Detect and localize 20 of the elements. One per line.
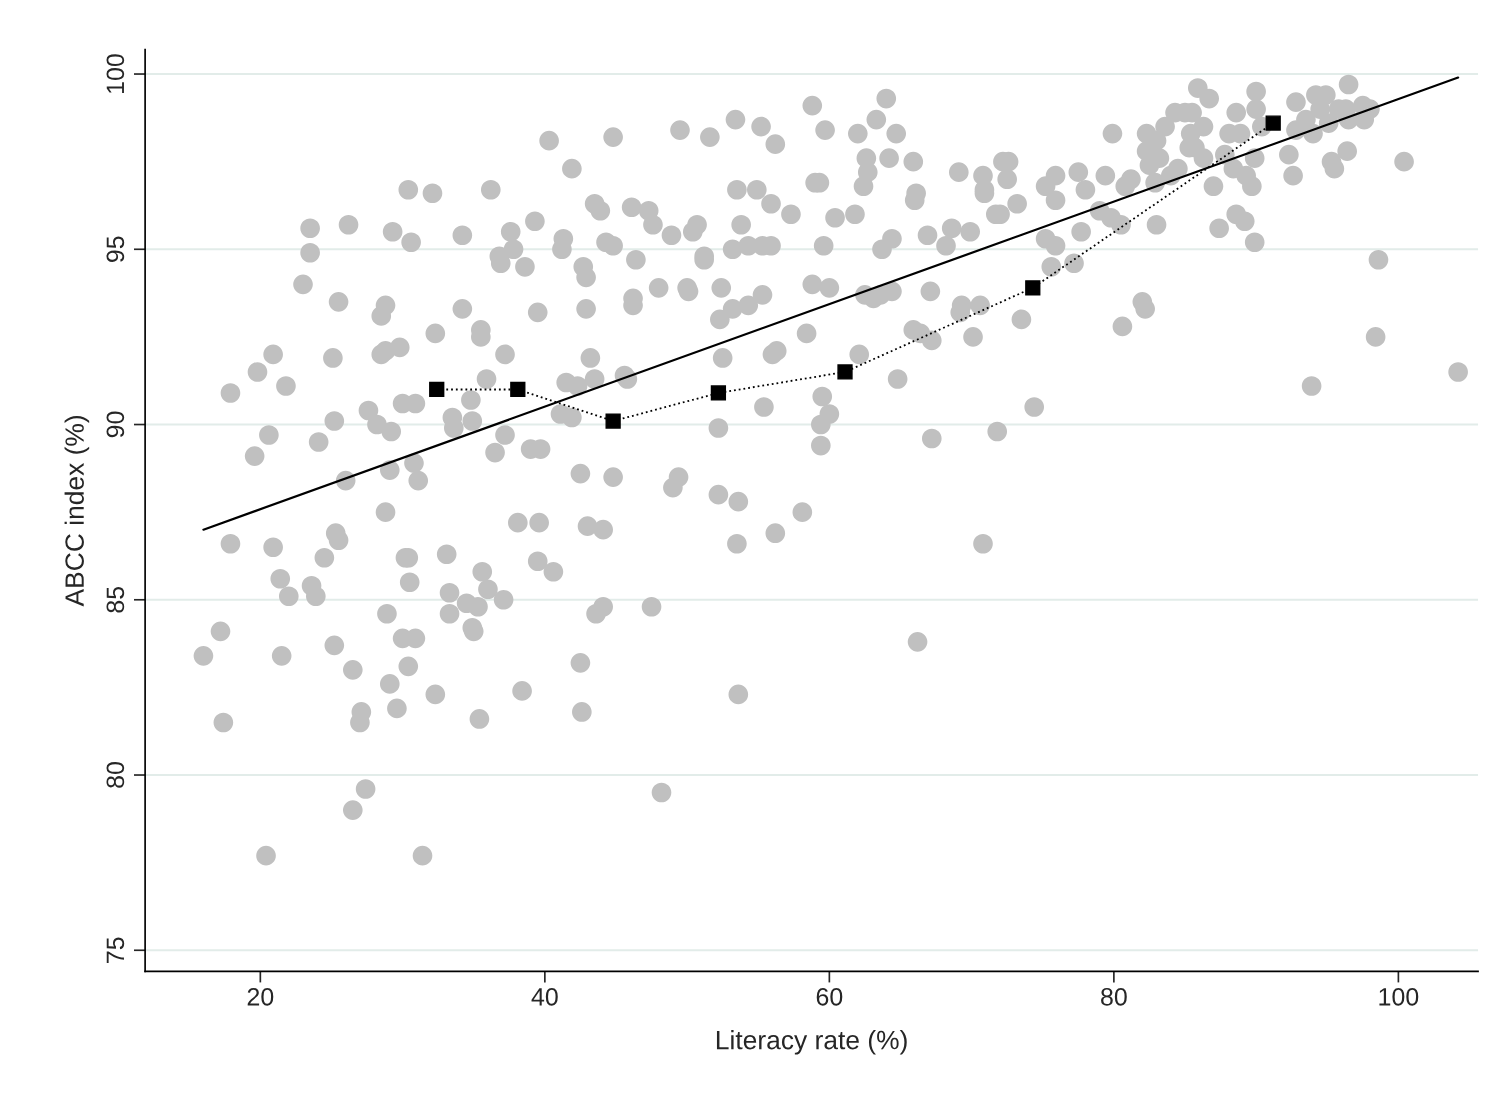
y-axis-title: ABCC index (%) [64, 415, 90, 607]
y-tick-label: 75 [106, 937, 125, 963]
point [1265, 115, 1281, 131]
y-tick-label: 95 [106, 236, 125, 263]
point [1025, 280, 1041, 296]
y-tick-label: 85 [106, 586, 125, 613]
point [605, 413, 621, 429]
x-tick-label: 100 [1379, 987, 1419, 1006]
point [510, 381, 526, 398]
y-tick-label: 90 [106, 411, 125, 438]
x-tick-label: 60 [816, 987, 843, 1006]
x-tick-label: 80 [1101, 987, 1127, 1006]
y-tick-label: 100 [106, 54, 125, 93]
point [429, 381, 445, 398]
y-tick-label: 80 [106, 762, 125, 788]
point [837, 364, 853, 380]
x-axis-title: Literacy rate (%) [716, 1030, 907, 1055]
x-tick-label: 40 [531, 987, 558, 1006]
point [710, 385, 727, 401]
x-tick-label: 20 [247, 987, 274, 1006]
